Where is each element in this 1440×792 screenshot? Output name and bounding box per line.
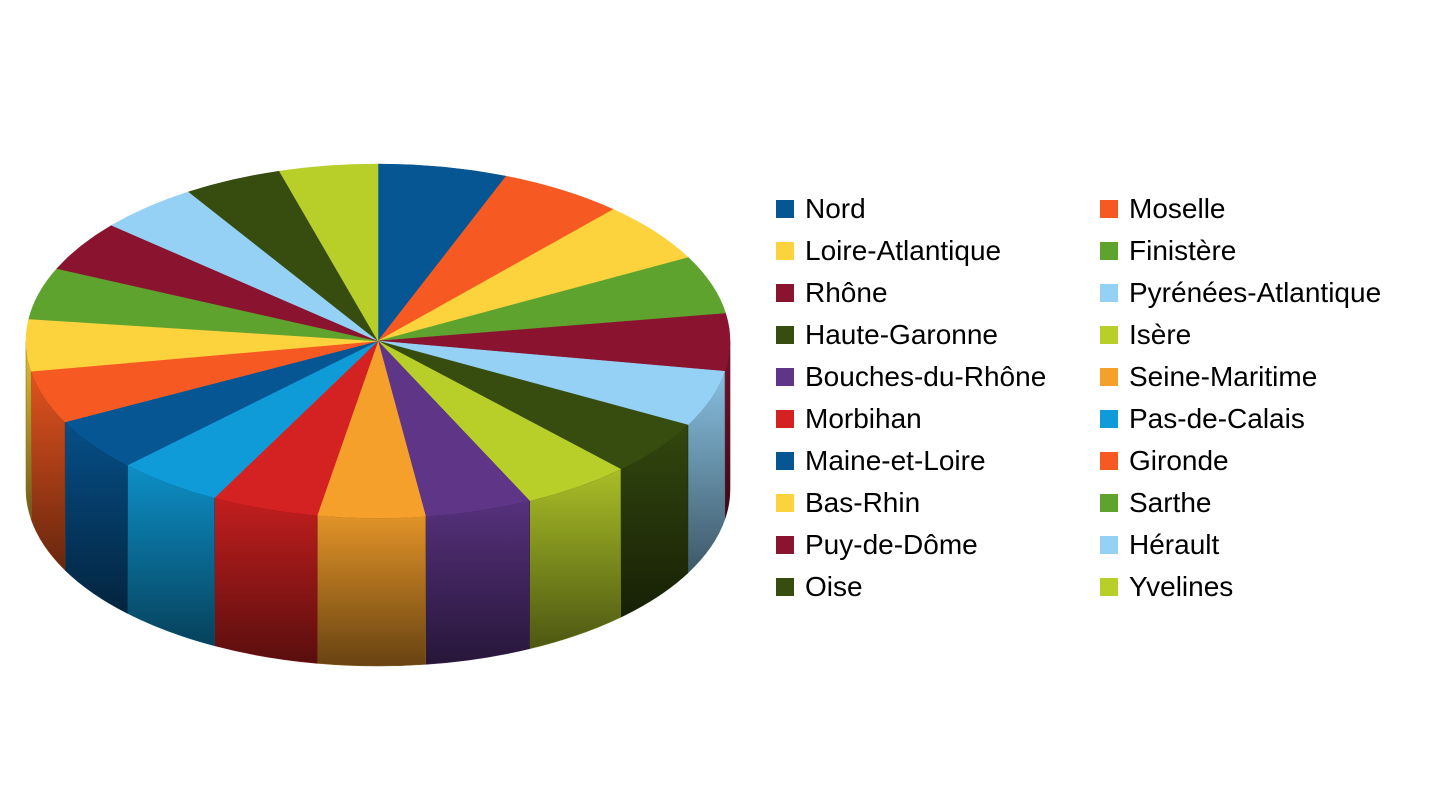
legend-item-moselle: Moselle — [1100, 188, 1420, 230]
legend-item-haute-garonne: Haute-Garonne — [776, 314, 1100, 356]
legend-swatch — [776, 410, 794, 428]
legend-label: Finistère — [1129, 235, 1237, 266]
legend-item-rhone: Rhône — [776, 272, 1100, 314]
legend-label: Nord — [805, 193, 866, 224]
legend-label: Yvelines — [1129, 571, 1234, 602]
legend-item-finistere: Finistère — [1100, 230, 1420, 272]
legend-swatch — [1100, 578, 1118, 596]
legend-label: Rhône — [805, 277, 888, 308]
legend-label: Oise — [805, 571, 863, 602]
legend-item-nord: Nord — [776, 188, 1100, 230]
pie-slice-moselle — [377, 175, 614, 342]
legend-item-pas-de-calais: Pas-de-Calais — [1100, 398, 1420, 440]
legend-item-loire-atlantique: Loire-Atlantique — [776, 230, 1100, 272]
legend-label: Moselle — [1129, 193, 1226, 224]
legend-item-gironde: Gironde — [1100, 440, 1420, 482]
legend-label: Puy-de-Dôme — [805, 529, 978, 560]
legend-swatch — [1100, 536, 1118, 554]
pie-side-walls — [25, 340, 731, 667]
legend-label: Haute-Garonne — [805, 319, 999, 350]
legend-item-puy-de-dome: Puy-de-Dôme — [776, 524, 1100, 566]
legend-swatch — [776, 368, 794, 386]
legend-item-bas-rhin: Bas-Rhin — [776, 482, 1100, 524]
legend-swatch — [1100, 368, 1118, 386]
legend-label: Seine-Maritime — [1129, 361, 1318, 392]
legend-item-pyrenees-atlantique: Pyrénées-Atlantique — [1100, 272, 1420, 314]
legend-label: Pas-de-Calais — [1129, 403, 1305, 434]
legend-label: Pyrénées-Atlantique — [1129, 277, 1382, 308]
legend-swatch — [776, 494, 794, 512]
legend-label: Isère — [1129, 319, 1192, 350]
pie-side-seine-maritime — [316, 515, 426, 667]
legend-item-sarthe: Sarthe — [1100, 482, 1420, 524]
legend-label: Bouches-du-Rhône — [805, 361, 1047, 392]
legend-swatch — [776, 452, 794, 470]
legend-item-morbihan: Morbihan — [776, 398, 1100, 440]
legend-swatch — [776, 200, 794, 218]
pie-top-face — [25, 163, 731, 519]
chart-legend: Nord Moselle Loire-Atlantique Finistère Rhôn… — [776, 188, 1420, 608]
legend-swatch — [1100, 326, 1118, 344]
legend-swatch — [1100, 452, 1118, 470]
legend-item-seine-maritime: Seine-Maritime — [1100, 356, 1420, 398]
legend-item-yvelines: Yvelines — [1100, 566, 1420, 608]
legend-item-maine-et-loire: Maine-et-Loire — [776, 440, 1100, 482]
legend-swatch — [1100, 200, 1118, 218]
legend-swatch — [776, 326, 794, 344]
legend-swatch — [776, 536, 794, 554]
legend-swatch — [1100, 410, 1118, 428]
pie-side-morbihan — [214, 497, 318, 664]
pie-slice-yvelines — [278, 163, 379, 342]
legend-label: Bas-Rhin — [805, 487, 921, 518]
legend-label: Gironde — [1129, 445, 1229, 476]
legend-item-isere: Isère — [1100, 314, 1420, 356]
legend-swatch — [1100, 284, 1118, 302]
pie-side-bouches-du-rhone — [425, 500, 530, 665]
legend-item-oise: Oise — [776, 566, 1100, 608]
legend-label: Sarthe — [1129, 487, 1212, 518]
legend-swatch — [776, 284, 794, 302]
legend-label: Hérault — [1129, 529, 1220, 560]
legend-item-herault: Hérault — [1100, 524, 1420, 566]
legend-label: Morbihan — [805, 403, 922, 434]
legend-label: Maine-et-Loire — [805, 445, 986, 476]
pie-slice-nord — [377, 163, 507, 342]
legend-swatch — [776, 242, 794, 260]
legend-label: Loire-Atlantique — [805, 235, 1002, 266]
legend-swatch — [1100, 494, 1118, 512]
legend-swatch — [776, 578, 794, 596]
legend-swatch — [1100, 242, 1118, 260]
legend-item-bouches-du-rhone: Bouches-du-Rhône — [776, 356, 1100, 398]
